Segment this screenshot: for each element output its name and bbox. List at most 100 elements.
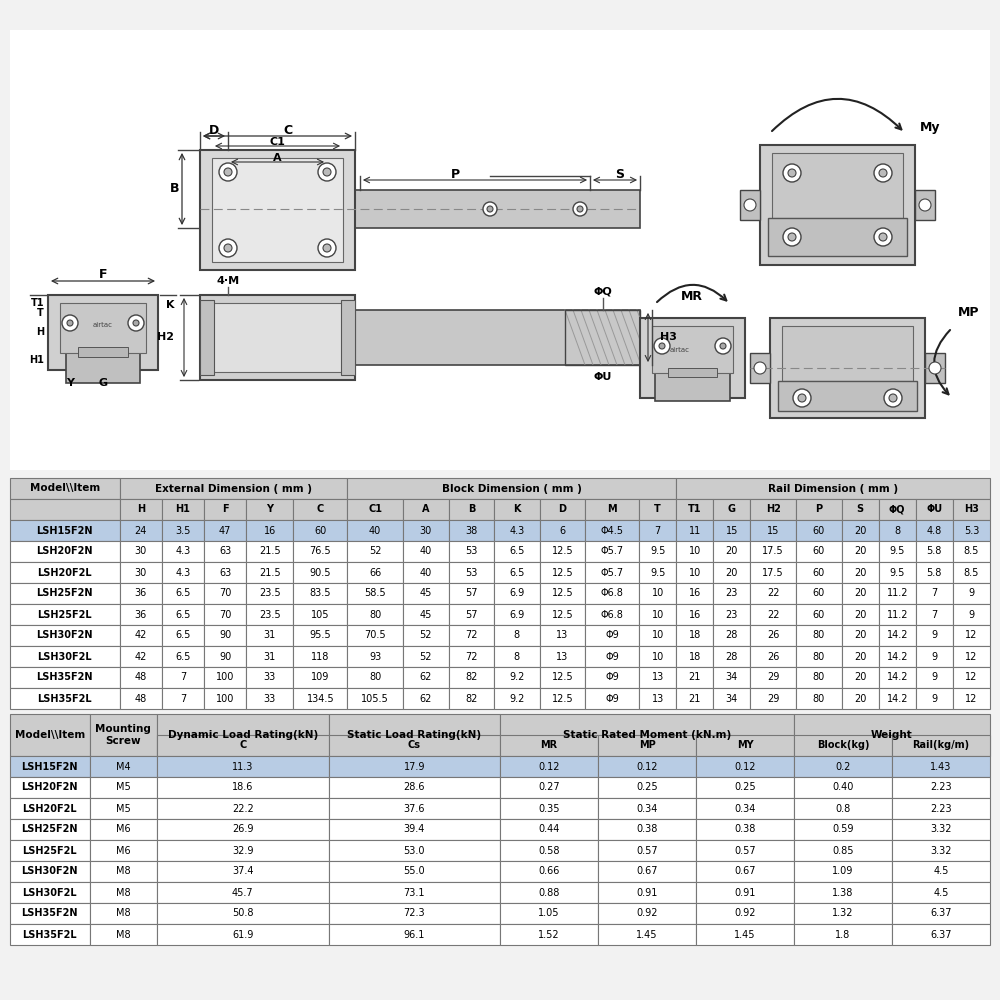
Text: 6.9: 6.9 [509,609,524,619]
Bar [639,625,676,646]
Text: 61.9: 61.9 [232,930,253,940]
Text: 47: 47 [219,526,231,536]
Text: 9: 9 [931,652,937,662]
Bar [328,735,500,756]
Bar [90,903,157,924]
Bar [10,714,90,756]
Bar [639,583,676,604]
Text: C: C [239,740,246,750]
Bar [916,688,953,709]
Text: LSH25F2N: LSH25F2N [37,588,93,598]
Bar [640,318,745,398]
Text: 38: 38 [465,526,477,536]
Text: 0.91: 0.91 [636,888,658,898]
Bar [120,562,162,583]
Text: C: C [283,123,292,136]
Bar [794,903,892,924]
Text: 16: 16 [689,609,701,619]
Bar [879,499,916,520]
Text: 28.6: 28.6 [404,782,425,792]
Text: 39.4: 39.4 [404,824,425,834]
Text: M6: M6 [116,824,131,834]
Bar [925,353,945,383]
Bar [696,798,794,819]
Bar [10,924,90,945]
Text: 60: 60 [813,546,825,556]
Bar [10,520,120,541]
Circle shape [788,169,796,177]
Bar [449,562,494,583]
Text: 73.1: 73.1 [404,888,425,898]
Text: C: C [317,504,324,514]
Bar [246,562,293,583]
Bar [879,583,916,604]
Bar [892,840,990,861]
Bar [500,819,598,840]
Bar [90,819,157,840]
Bar [120,604,162,625]
Text: T1: T1 [30,298,44,308]
Bar [449,688,494,709]
Text: Φ9: Φ9 [605,694,619,704]
Text: 17.5: 17.5 [762,546,784,556]
Text: H3: H3 [660,332,677,342]
Bar [120,667,162,688]
Text: 0.40: 0.40 [832,782,854,792]
Bar [293,520,347,541]
Bar [120,499,162,520]
Text: 100: 100 [216,694,234,704]
Text: LSH20F2L: LSH20F2L [22,804,77,814]
Text: ΦQ: ΦQ [889,504,905,514]
Text: 6.5: 6.5 [509,546,525,556]
Text: 30: 30 [135,546,147,556]
Bar [78,347,128,357]
Bar [328,924,500,945]
Bar [157,882,328,903]
Bar [598,903,696,924]
Text: 30: 30 [420,526,432,536]
Text: S: S [857,504,864,514]
Text: 6.5: 6.5 [175,588,191,598]
Bar [794,756,892,777]
Bar [449,541,494,562]
Bar [540,688,585,709]
Text: H2: H2 [157,332,174,342]
Text: 48: 48 [135,694,147,704]
Bar [750,353,770,383]
Text: LSH35F2N: LSH35F2N [22,908,78,918]
Bar [639,499,676,520]
Bar [585,625,639,646]
Bar [162,583,204,604]
Bar [915,190,935,220]
Bar [48,295,158,370]
Bar [494,646,540,667]
Bar [10,861,90,882]
Bar [157,714,328,756]
Text: 105.5: 105.5 [361,694,389,704]
Text: 6.5: 6.5 [175,631,191,641]
Text: 42: 42 [135,652,147,662]
Text: 34: 34 [726,672,738,682]
Text: 83.5: 83.5 [310,588,331,598]
Text: T1: T1 [688,504,702,514]
Bar [500,756,598,777]
Text: 134.5: 134.5 [307,694,334,704]
Text: Mounting
Screw: Mounting Screw [95,724,151,746]
Bar [403,541,449,562]
Bar [696,840,794,861]
Text: 1.38: 1.38 [832,888,854,898]
Bar [328,777,500,798]
Text: 28: 28 [726,631,738,641]
Text: 80: 80 [813,672,825,682]
Text: 20: 20 [854,546,866,556]
Text: 9.2: 9.2 [509,672,525,682]
Text: 3.32: 3.32 [930,824,952,834]
Text: A: A [422,504,430,514]
Bar [204,562,246,583]
Bar [120,646,162,667]
Bar [916,541,953,562]
Bar [328,798,500,819]
Text: 2.23: 2.23 [930,782,952,792]
Text: LSH15F2N: LSH15F2N [37,526,93,536]
Text: Block Dimension ( mm ): Block Dimension ( mm ) [442,484,582,493]
